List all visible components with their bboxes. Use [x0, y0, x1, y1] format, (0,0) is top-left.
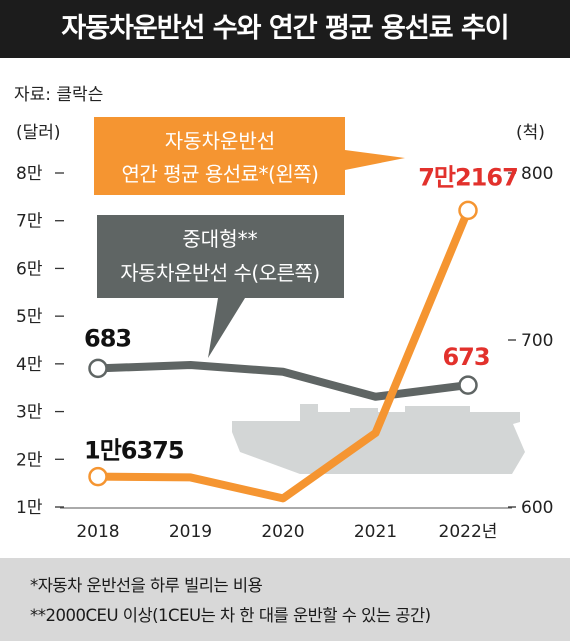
left-tick-label: 8만 [16, 164, 43, 184]
left-tick-label: 6만 [16, 259, 43, 279]
ship-count-data-label: 683 [84, 324, 131, 352]
left-axis-unit: (달러) [16, 123, 61, 143]
right-tick-label: 800 [521, 164, 553, 184]
left-tick-label: 2만 [16, 450, 43, 470]
footnote-charter-rate: *자동차 운반선을 하루 빌리는 비용 [30, 576, 263, 595]
ship-count-legend-line1: 중대형** [182, 227, 257, 251]
charter-rate-line [94, 206, 472, 503]
x-tick-label: 2018 [76, 522, 119, 542]
ship-count-data-label: 673 [442, 343, 489, 371]
footnote-panel [0, 558, 570, 641]
charter-rate-legend-line2: 연간 평균 용선료*(왼쪽) [122, 162, 319, 186]
line-chart: (달러) (척) 1만 2만 3만 4만 5만 6만 7만 8만 600 700 800 2018 2019… [16, 117, 553, 542]
right-axis-unit: (척) [516, 123, 545, 143]
car-carrier-ship-silhouette [232, 404, 525, 474]
ship-count-point [458, 375, 478, 395]
ship-count-point [88, 358, 108, 379]
right-tick-label: 700 [521, 331, 553, 351]
left-tick-label: 7만 [16, 212, 43, 232]
title-bar [0, 0, 570, 58]
charter-rate-point [88, 466, 108, 487]
ship-count-line [94, 361, 472, 401]
left-tick-label: 3만 [16, 403, 43, 423]
charter-rate-callout [94, 117, 405, 195]
charter-rate-data-label: 1만6375 [84, 437, 184, 465]
chart-title: 자동차운반선 수와 연간 평균 용선료 추이 [61, 13, 509, 44]
charter-rate-point [458, 200, 478, 221]
x-tick-label: 2021 [354, 522, 397, 542]
left-tick-label: 1만 [16, 498, 43, 518]
charter-rate-legend-line1: 자동차운반선 [165, 129, 275, 153]
left-tick-label: 5만 [16, 307, 43, 327]
charter-rate-data-label: 7만2167 [418, 163, 518, 191]
ship-count-legend-line2: 자동차운반선 수(오른쪽) [120, 261, 319, 285]
ship-count-callout [97, 215, 344, 358]
source-note: 자료: 클락슨 [14, 85, 104, 105]
x-tick-label: 2020 [261, 522, 304, 542]
right-tick-label: 600 [521, 498, 553, 518]
left-tick-label: 4만 [16, 355, 43, 375]
x-tick-label: 2022년 [439, 522, 498, 542]
footnote-ceu: **2000CEU 이상(1CEU는 차 한 대를 운반할 수 있는 공간) [30, 606, 431, 625]
x-tick-label: 2019 [169, 522, 212, 542]
